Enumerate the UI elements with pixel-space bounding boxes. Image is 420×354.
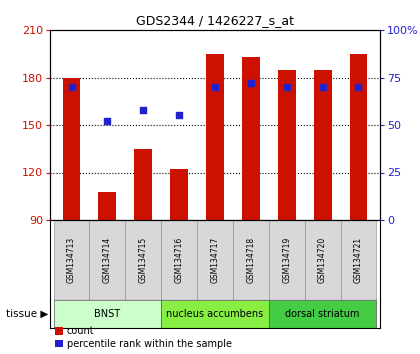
Text: dorsal striatum: dorsal striatum [286, 309, 360, 319]
Point [140, 107, 147, 113]
Title: GDS2344 / 1426227_s_at: GDS2344 / 1426227_s_at [136, 15, 294, 28]
Bar [304, 220, 341, 300]
Point [104, 118, 111, 124]
Bar [278, 70, 296, 220]
Bar [341, 220, 376, 300]
Bar [161, 300, 269, 328]
Text: GSM134715: GSM134715 [139, 237, 148, 283]
Text: GSM134714: GSM134714 [103, 237, 112, 283]
Text: nucleus accumbens: nucleus accumbens [166, 309, 264, 319]
Point [284, 84, 290, 90]
Point [319, 84, 326, 90]
Text: GSM134713: GSM134713 [67, 237, 76, 283]
Text: GSM134717: GSM134717 [210, 237, 220, 283]
Point [68, 84, 75, 90]
Bar [233, 220, 269, 300]
Bar [54, 300, 161, 328]
Bar [134, 149, 152, 220]
Bar [242, 57, 260, 220]
Bar [89, 220, 125, 300]
Bar [63, 78, 81, 220]
Point [247, 80, 254, 86]
Bar [269, 300, 376, 328]
Text: GSM134718: GSM134718 [247, 237, 255, 283]
Bar [98, 192, 116, 220]
Bar [54, 220, 89, 300]
Bar [125, 220, 161, 300]
Text: GSM134720: GSM134720 [318, 237, 327, 283]
Text: GSM134716: GSM134716 [175, 237, 184, 283]
Bar [161, 220, 197, 300]
Bar [314, 70, 331, 220]
Bar [170, 169, 188, 220]
Bar [197, 220, 233, 300]
Bar [349, 54, 368, 220]
Bar [269, 220, 304, 300]
Point [176, 113, 183, 118]
Point [355, 84, 362, 90]
Bar [206, 54, 224, 220]
Text: GSM134721: GSM134721 [354, 237, 363, 283]
Text: GSM134719: GSM134719 [282, 237, 291, 283]
Text: tissue ▶: tissue ▶ [5, 309, 48, 319]
Point [212, 84, 218, 90]
Text: BNST: BNST [94, 309, 121, 319]
Legend: count, percentile rank within the sample: count, percentile rank within the sample [55, 326, 231, 349]
